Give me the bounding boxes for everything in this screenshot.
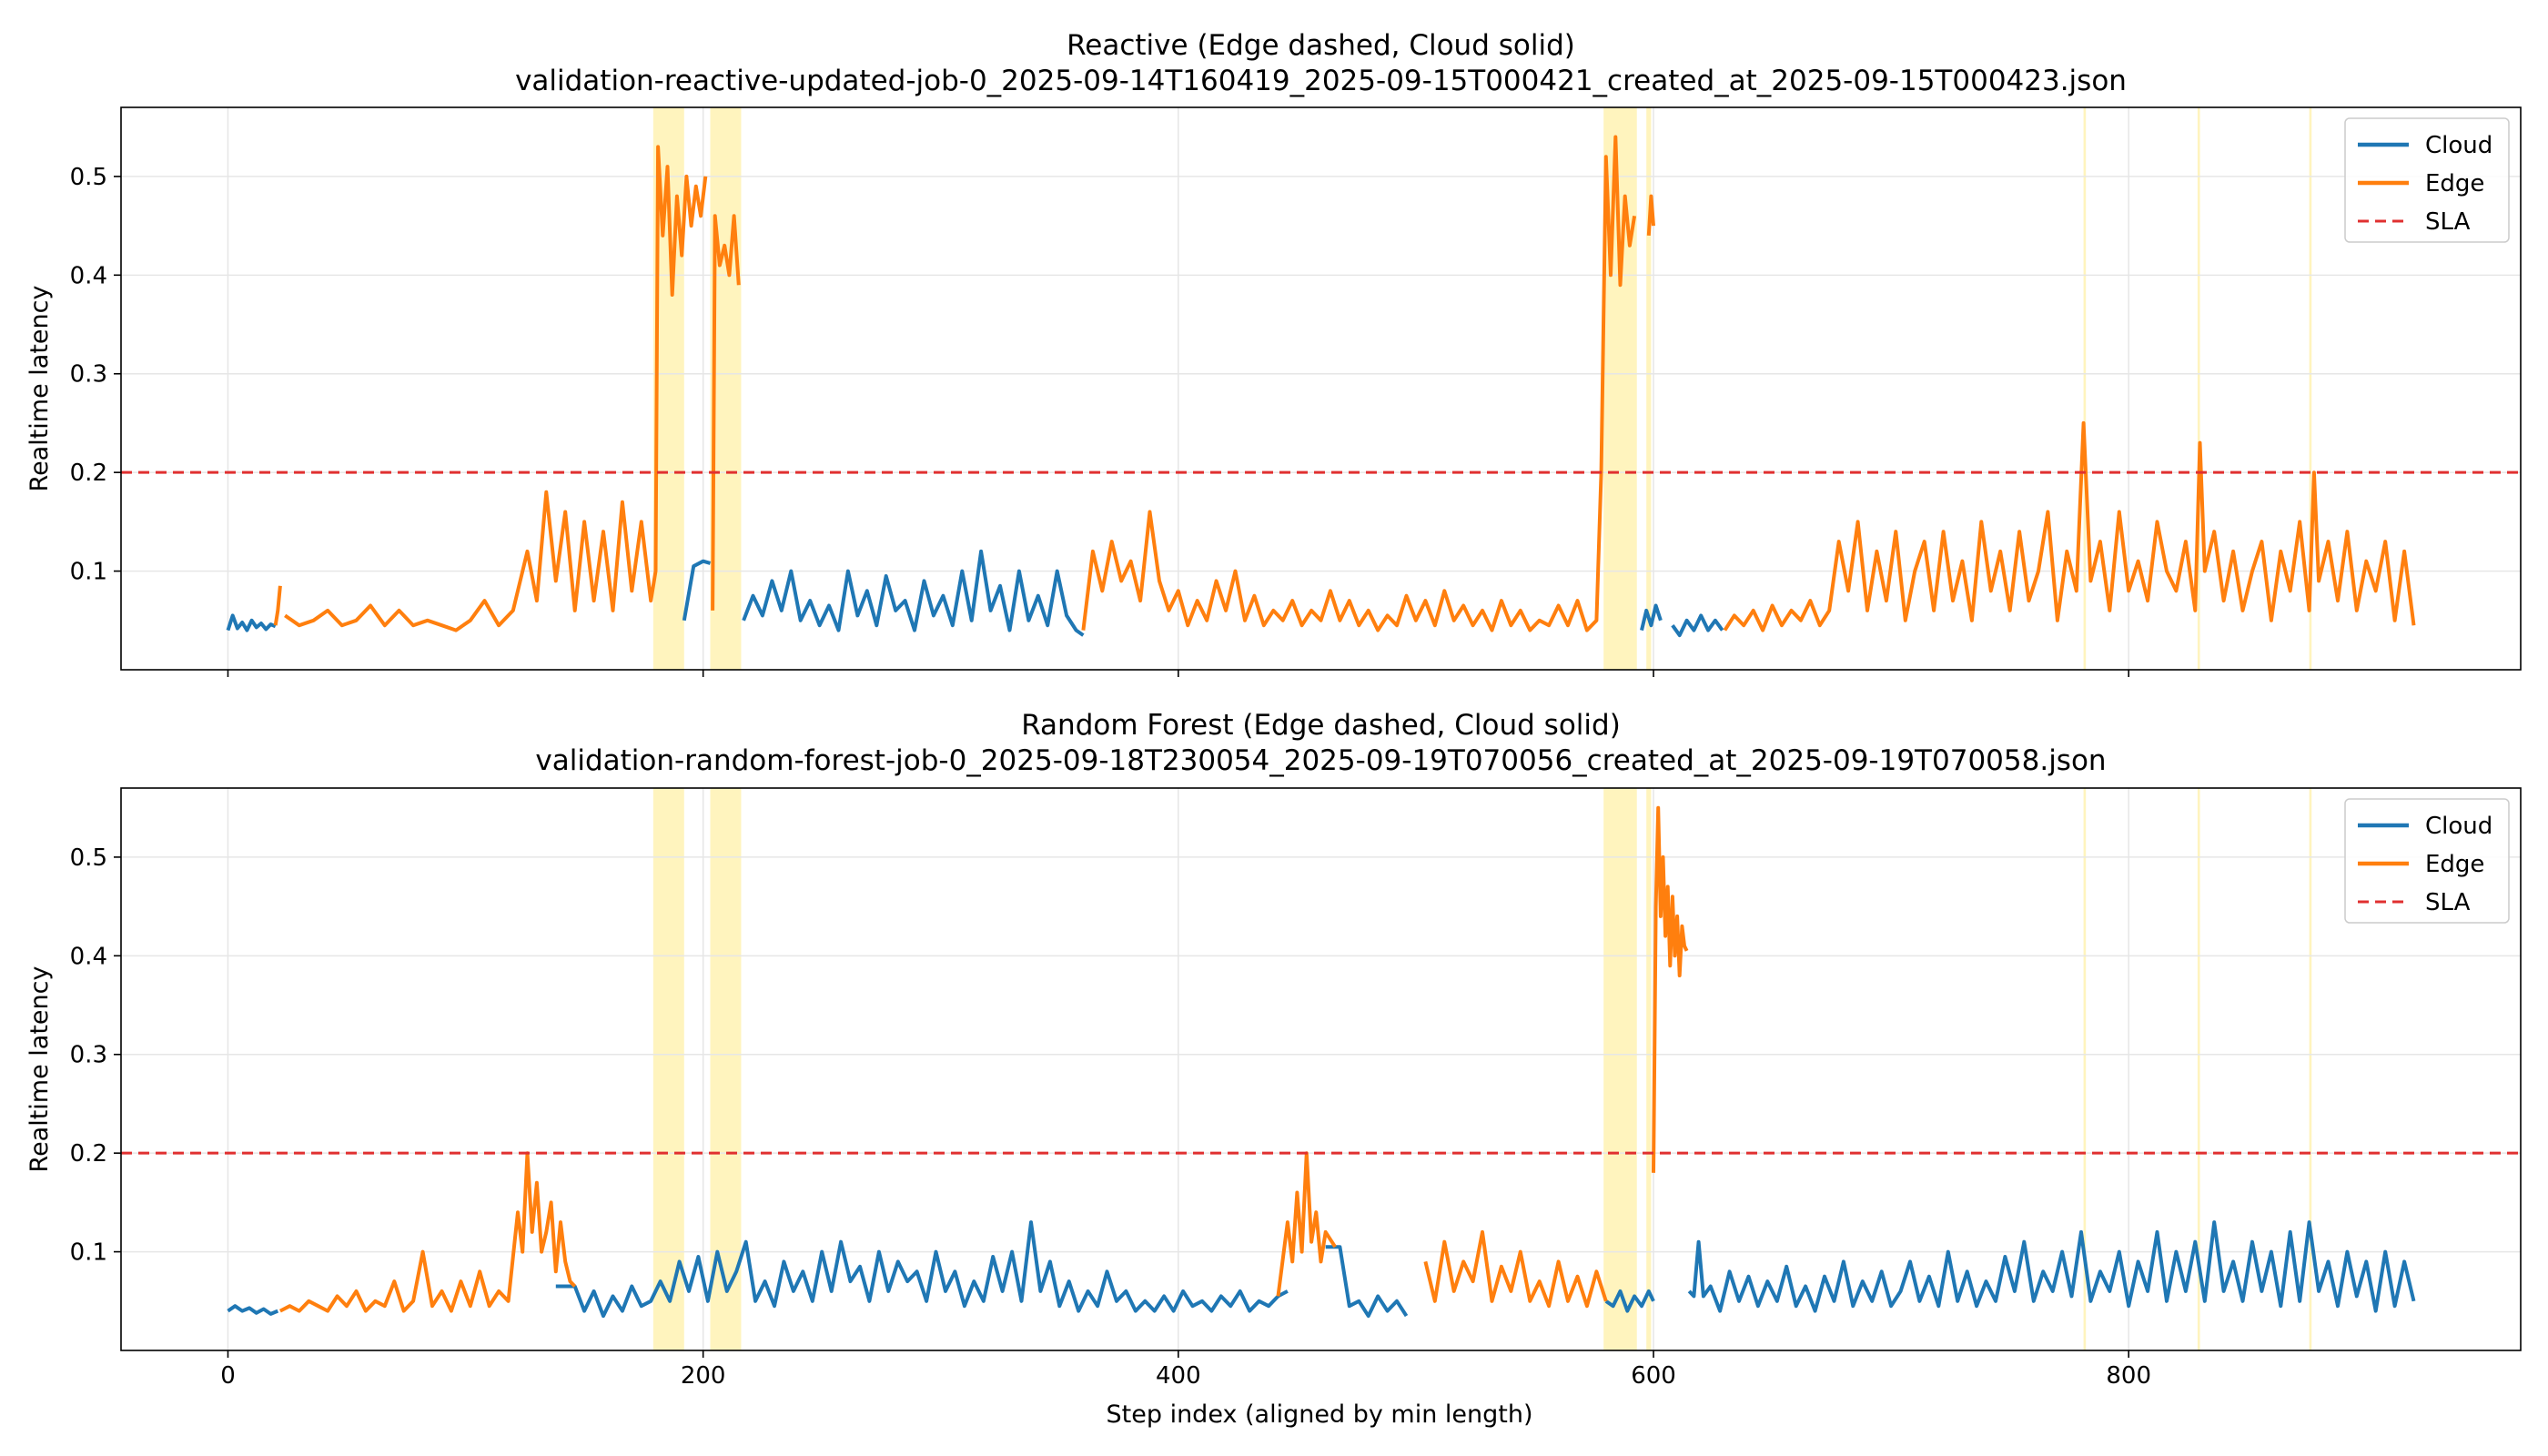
reactive-edge-line [273, 585, 282, 626]
reactive-edge-line [1081, 135, 1637, 632]
random-forest-shaded-region [652, 788, 684, 1350]
random-forest-legend-label-cloud: Cloud [2425, 813, 2492, 840]
reactive-cloud-line [226, 613, 277, 632]
reactive-chart-title: Reactive (Edge dashed, Cloud solid) [1067, 29, 1575, 62]
reactive-edge-line [711, 214, 741, 611]
reactive-edge-line [284, 145, 708, 632]
random-forest-y-tick-label: 0.1 [70, 1239, 107, 1267]
reactive-cloud-line [742, 549, 1085, 637]
random-forest-chart-subtitle: validation-random-forest-job-0_2025-09-1… [535, 744, 2106, 777]
random-forest-x-tick-label: 200 [681, 1362, 726, 1390]
random-forest-cloud-line [227, 1304, 279, 1316]
random-forest-x-tick-label: 600 [1631, 1362, 1676, 1390]
reactive-y-tick-label: 0.4 [70, 262, 107, 289]
random-forest-edge-line [278, 1151, 577, 1313]
random-forest-edge-line [1423, 1229, 1608, 1309]
random-forest-edge-line [1652, 805, 1689, 1173]
random-forest-legend-label-sla: SLA [2425, 889, 2471, 916]
reactive-cloud-line [1640, 603, 1663, 632]
random-forest-axes-frame [120, 787, 2522, 1351]
random-forest-x-tick-label: 400 [1156, 1362, 1201, 1390]
reactive-panel: Reactive (Edge dashed, Cloud solid)valid… [25, 29, 2522, 677]
random-forest-cloud-line [555, 1220, 1289, 1319]
reactive-legend-label-cloud: Cloud [2425, 132, 2492, 159]
random-forest-x-tick-label: 0 [220, 1362, 236, 1390]
reactive-series-group [226, 135, 2416, 638]
reactive-shaded-region [2197, 107, 2200, 670]
random-forest-cloud-line [1604, 1289, 1655, 1313]
random-forest-cloud-line [1325, 1245, 1409, 1319]
random-forest-shaded-region [2197, 788, 2200, 1350]
random-forest-legend-box [2344, 798, 2510, 924]
random-forest-cloud-line [1687, 1220, 2416, 1313]
random-forest-panel: Random Forest (Edge dashed, Cloud solid)… [25, 709, 2522, 1390]
reactive-legend-box [2344, 117, 2510, 243]
random-forest-series-group [227, 805, 2416, 1319]
reactive-shaded-region [1646, 107, 1652, 670]
random-forest-x-tick-label: 800 [2106, 1362, 2151, 1390]
reactive-edge-line [1646, 194, 1655, 237]
reactive-axes-frame [120, 106, 2522, 671]
reactive-shaded-region [2083, 107, 2087, 670]
random-forest-shaded-region [2083, 788, 2087, 1350]
x-axis-label: Step index (aligned by min length) [1107, 1400, 1533, 1429]
random-forest-y-tick-label: 0.5 [70, 844, 107, 872]
reactive-edge-line [1723, 420, 2416, 632]
reactive-legend-label-edge: Edge [2425, 170, 2484, 197]
random-forest-y-tick-label: 0.3 [70, 1042, 107, 1069]
random-forest-chart-title: Random Forest (Edge dashed, Cloud solid) [1021, 709, 1621, 742]
reactive-y-axis-label: Realtime latency [25, 285, 54, 491]
random-forest-legend-label-edge: Edge [2425, 851, 2484, 878]
random-forest-y-tick-label: 0.2 [70, 1140, 107, 1168]
reactive-y-tick-label: 0.5 [70, 164, 107, 191]
random-forest-y-tick-label: 0.4 [70, 943, 107, 970]
random-forest-y-axis-label: Realtime latency [25, 966, 54, 1172]
random-forest-shaded-region [1646, 788, 1652, 1350]
reactive-y-tick-label: 0.1 [70, 559, 107, 586]
random-forest-shaded-region [1603, 788, 1637, 1350]
reactive-y-tick-label: 0.3 [70, 361, 107, 389]
reactive-legend-label-sla: SLA [2425, 208, 2471, 236]
reactive-shaded-region [2309, 107, 2312, 670]
reactive-cloud-line [682, 559, 712, 622]
reactive-chart-subtitle: validation-reactive-updated-job-0_2025-0… [515, 65, 2127, 97]
random-forest-shaded-region [2309, 788, 2312, 1350]
reactive-y-tick-label: 0.2 [70, 460, 107, 487]
reactive-cloud-line [1671, 613, 1724, 638]
